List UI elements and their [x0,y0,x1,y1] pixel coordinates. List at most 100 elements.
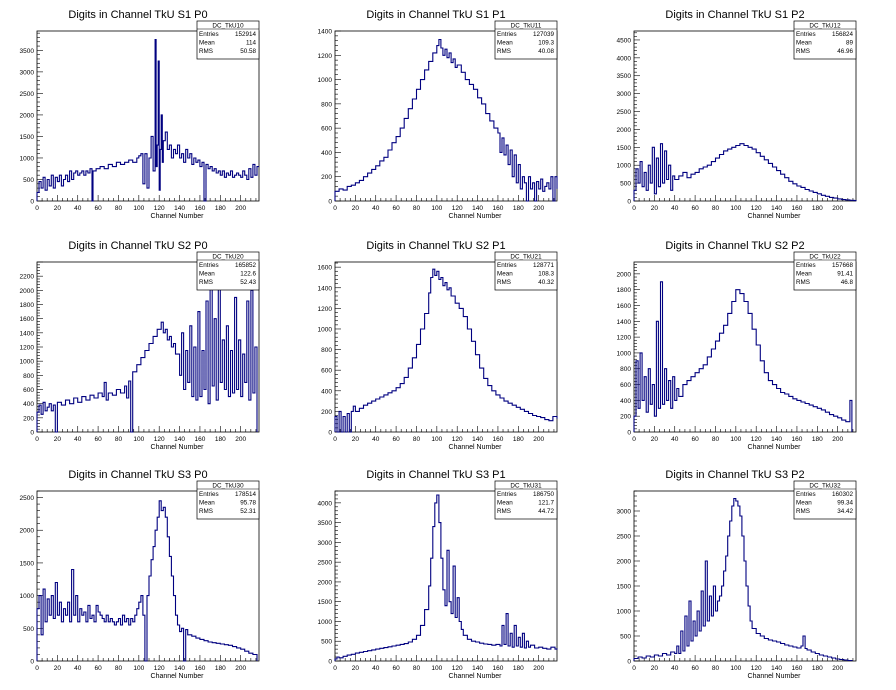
x-tick-label: 40 [671,205,679,212]
y-tick-label: 3000 [20,69,35,76]
histogram-panel: Digits in Channel TkU S1 P0 0 20 40 60 80 100 1… [20,9,260,220]
histogram-line [633,143,857,202]
y-tick-label: 1500 [318,599,333,606]
x-tick-label: 0 [333,665,337,672]
stats-box-frame [494,480,558,520]
x-tick-label: 200 [832,665,843,672]
x-tick-label: 160 [792,665,803,672]
y-tick-label: 2000 [318,579,333,586]
y-tick-label: 400 [321,388,332,395]
stats-label: RMS [199,48,213,55]
y-tick-label: 1000 [617,350,632,357]
histogram-panel: Digits in Channel TkU S3 P2 0 20 40 60 80 100 1… [617,469,857,680]
y-tick-label: 600 [321,126,332,133]
x-tick-label: 20 [352,205,360,212]
x-tick-label: 180 [215,205,226,212]
x-tick-label: 100 [133,665,144,672]
stats-box-frame [196,251,260,291]
stats-value-rms: 40.08 [538,48,554,55]
x-tick-label: 140 [472,436,483,443]
chart-title: Digits in Channel TkU S1 P2 [665,9,804,21]
y-tick-label: 600 [321,368,332,375]
y-tick-label: 600 [23,387,34,394]
y-tick-label: 2500 [617,109,632,116]
x-tick-label: 160 [195,665,206,672]
stats-value-entries: 160302 [832,491,854,498]
y-tick-label: 1600 [20,316,35,323]
chart-title: Digits in Channel TkU S2 P2 [665,240,804,252]
stats-value-entries: 152914 [235,31,257,38]
x-tick-label: 200 [235,436,246,443]
stats-label: RMS [497,279,511,286]
stats-box-frame [494,20,558,60]
y-tick-label: 0 [30,659,34,666]
histogram-panel: Digits in Channel TkU S1 P1 0 20 40 60 80 100 1… [318,9,558,220]
y-tick-label: 500 [23,177,34,184]
x-tick-label: 120 [154,205,165,212]
stats-label: Mean [796,40,812,47]
x-tick-label: 80 [712,205,720,212]
x-tick-label: 80 [413,205,421,212]
stats-value-rms: 46.96 [837,48,853,55]
y-tick-label: 400 [321,150,332,157]
stats-value-rms: 50.58 [240,48,256,55]
stats-value-rms: 40.32 [538,279,554,286]
y-tick-label: 1000 [617,163,632,170]
histogram-line [334,268,558,433]
chart-title: Digits in Channel TkU S2 P1 [366,240,505,252]
y-tick-label: 0 [328,199,332,206]
x-tick-label: 120 [751,665,762,672]
x-tick-label: 160 [195,205,206,212]
stats-label: RMS [796,508,810,515]
x-tick-label: 160 [493,436,504,443]
histogram-line [334,38,558,202]
y-tick-label: 1500 [617,145,632,152]
x-tick-label: 0 [35,205,39,212]
histogram-panel: Digits in Channel TkU S2 P2 0 20 40 60 80 100 1… [617,240,857,451]
x-tick-label: 200 [533,436,544,443]
stats-value-mean: 91.41 [837,271,853,278]
x-tick-label: 80 [413,436,421,443]
x-tick-label: 180 [215,436,226,443]
x-tick-label: 0 [333,436,337,443]
x-tick-label: 140 [174,205,185,212]
stats-name: DC_TkU21 [510,254,542,261]
x-tick-label: 200 [832,205,843,212]
x-tick-label: 60 [392,665,400,672]
stats-label: RMS [497,508,511,515]
x-tick-label: 180 [513,205,524,212]
histogram-line [633,497,853,662]
stats-label: Entries [199,491,219,498]
x-tick-label: 160 [195,436,206,443]
histogram-panel: Digits in Channel TkU S3 P0 0 20 40 60 80 100 1… [20,469,260,680]
x-tick-label: 120 [751,205,762,212]
y-tick-label: 1500 [20,134,35,141]
stats-value-mean: 89 [846,40,854,47]
stats-box-frame [793,480,857,520]
y-tick-label: 500 [620,181,631,188]
x-tick-label: 160 [493,665,504,672]
y-tick-label: 200 [620,414,631,421]
stats-value-entries: 165852 [235,262,257,269]
y-tick-label: 2000 [617,127,632,134]
stats-value-mean: 95.78 [240,500,256,507]
y-tick-label: 0 [328,659,332,666]
x-tick-label: 120 [452,665,463,672]
x-tick-label: 140 [174,665,185,672]
stats-label: Entries [796,491,816,498]
y-tick-label: 3500 [617,73,632,80]
x-tick-label: 60 [94,665,102,672]
x-tick-label: 60 [94,436,102,443]
stats-value-entries: 156824 [832,31,854,38]
stats-label: Mean [497,271,513,278]
y-tick-label: 0 [627,430,631,437]
y-tick-label: 2500 [617,534,632,541]
y-tick-label: 200 [23,415,34,422]
x-tick-label: 0 [35,665,39,672]
x-tick-label: 180 [215,665,226,672]
y-tick-label: 1400 [318,285,333,292]
